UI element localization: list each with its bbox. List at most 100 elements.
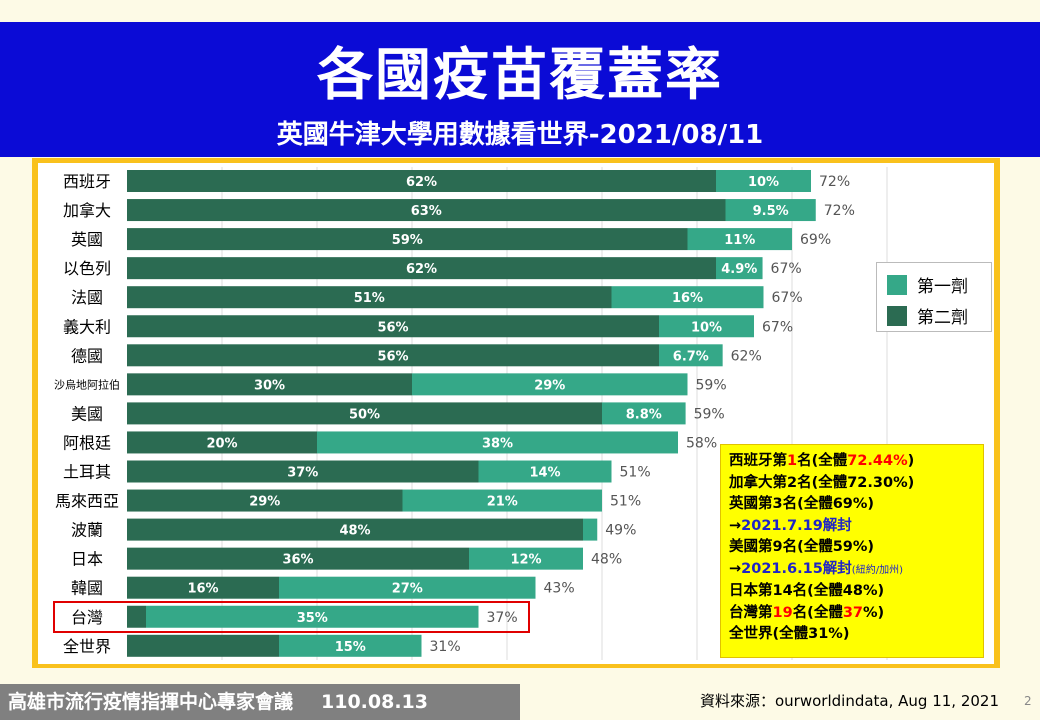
category-label: 波蘭 — [71, 521, 103, 540]
data-label-first-dose: 38% — [482, 436, 513, 451]
data-label-first-dose: 8.8% — [626, 407, 662, 422]
data-label-first-dose: 11% — [724, 233, 755, 248]
bar-second-dose — [127, 518, 583, 541]
data-label-second-dose: 30% — [254, 378, 285, 393]
category-label: 法國 — [71, 288, 103, 307]
note-usa: 美國第9名(全體59%) — [729, 539, 875, 555]
bar-first-dose — [583, 518, 598, 541]
total-label: 49% — [605, 523, 636, 539]
total-label: 58% — [686, 435, 717, 451]
bar-first-dose — [716, 170, 811, 192]
note-uk-reopen: →2021.7.19解封 — [729, 517, 852, 534]
bar-second-dose — [127, 431, 317, 454]
taiwan-highlight-box — [53, 601, 530, 633]
bar-second-dose — [127, 170, 716, 192]
total-label: 72% — [824, 203, 855, 219]
bar-first-dose — [279, 634, 422, 657]
data-source: 資料來源：ourworldindata, Aug 11, 2021 — [700, 692, 1000, 710]
total-label: 37% — [487, 610, 518, 626]
data-label-first-dose: 16% — [672, 291, 703, 306]
bar-first-dose — [469, 547, 583, 570]
note-world: 全世界(全體31%) — [729, 626, 850, 642]
bar-first-dose — [478, 460, 612, 483]
bar-first-dose — [687, 228, 792, 251]
note-usa-reopen: →2021.6.15解封(紐約/加州) — [729, 560, 903, 577]
bar-second-dose — [127, 373, 412, 396]
total-label: 31% — [430, 639, 461, 655]
category-label: 加拿大 — [63, 201, 111, 220]
total-label: 51% — [620, 465, 651, 481]
data-label-first-dose: 4.9% — [721, 262, 757, 277]
category-label: 日本 — [71, 550, 103, 569]
total-label: 67% — [771, 261, 802, 277]
total-label: 69% — [800, 232, 831, 248]
category-label: 西班牙 — [63, 172, 111, 191]
bar-first-dose — [659, 344, 723, 367]
category-label: 土耳其 — [63, 463, 111, 482]
total-label: 48% — [591, 552, 622, 568]
bar-second-dose — [127, 460, 479, 483]
data-label-first-dose: 14% — [529, 466, 560, 481]
total-label: 59% — [694, 406, 725, 422]
legend-label-first-dose: 第一劑 — [917, 277, 968, 297]
bar-second-dose — [127, 402, 602, 425]
total-label: 67% — [762, 319, 793, 335]
bar-second-dose — [127, 286, 612, 309]
note-uk: 英國第3名(全體69%) — [729, 496, 875, 512]
data-label-second-dose: 37% — [287, 466, 318, 481]
header-banner: 各國疫苗覆蓋率 英國牛津大學用數據看世界-2021/08/11 — [0, 22, 1040, 157]
bar-first-dose — [716, 257, 763, 280]
bar-second-dose — [127, 199, 726, 222]
meeting-name: 高雄市流行疫情指揮中心專家會議 — [8, 691, 294, 713]
category-label: 馬來西亞 — [55, 492, 119, 511]
data-label-first-dose: 6.7% — [673, 349, 709, 364]
bar-second-dose — [127, 634, 279, 657]
meeting-footer: 高雄市流行疫情指揮中心專家會議 110.08.13 — [0, 684, 520, 720]
bar-second-dose — [127, 489, 403, 512]
data-label-second-dose: 16% — [187, 582, 218, 597]
data-label-first-dose: 35% — [297, 611, 328, 626]
chart-legend: 第一劑 第二劑 — [876, 262, 992, 332]
bar-second-dose — [127, 344, 659, 367]
data-label-first-dose: 15% — [335, 640, 366, 655]
data-label-second-dose: 63% — [411, 204, 442, 219]
legend-item-first-dose: 第一劑 — [887, 272, 968, 297]
bar-first-dose — [317, 431, 678, 454]
data-label-first-dose: 10% — [691, 320, 722, 335]
category-label: 韓國 — [71, 579, 103, 598]
legend-item-second-dose: 第二劑 — [887, 303, 968, 328]
data-label-second-dose: 56% — [377, 349, 408, 364]
legend-swatch-second-dose — [887, 305, 907, 326]
data-label-first-dose: 12% — [510, 553, 541, 568]
category-label: 英國 — [71, 230, 103, 249]
data-label-first-dose: 29% — [534, 378, 565, 393]
page-number: 2 — [1024, 694, 1032, 708]
data-label-second-dose: 20% — [206, 436, 237, 451]
data-label-second-dose: 50% — [349, 407, 380, 422]
category-label: 以色列 — [63, 259, 111, 278]
bar-second-dose — [127, 605, 146, 628]
note-taiwan: 台灣第19名(全體37%) — [729, 604, 885, 621]
bar-second-dose — [127, 257, 716, 280]
total-label: 51% — [610, 494, 641, 510]
bar-first-dose — [725, 199, 816, 222]
page-subtitle: 英國牛津大學用數據看世界-2021/08/11 — [276, 120, 764, 150]
total-label: 59% — [696, 377, 727, 393]
data-label-second-dose: 36% — [282, 553, 313, 568]
bar-second-dose — [127, 576, 279, 599]
category-label: 義大利 — [63, 317, 111, 336]
legend-swatch-first-dose — [887, 274, 907, 295]
total-label: 62% — [731, 348, 762, 364]
total-label: 67% — [772, 290, 803, 306]
bar-second-dose — [127, 547, 469, 570]
bar-second-dose — [127, 228, 688, 251]
bar-first-dose — [412, 373, 688, 396]
bar-first-dose — [659, 315, 754, 338]
bar-second-dose — [127, 315, 659, 338]
note-japan: 日本第14名(全體48%) — [729, 583, 885, 599]
data-label-first-dose: 21% — [487, 495, 518, 510]
category-label: 台灣 — [71, 608, 103, 627]
total-label: 43% — [544, 581, 575, 597]
legend-label-second-dose: 第二劑 — [917, 308, 968, 328]
category-label: 阿根廷 — [63, 433, 111, 452]
